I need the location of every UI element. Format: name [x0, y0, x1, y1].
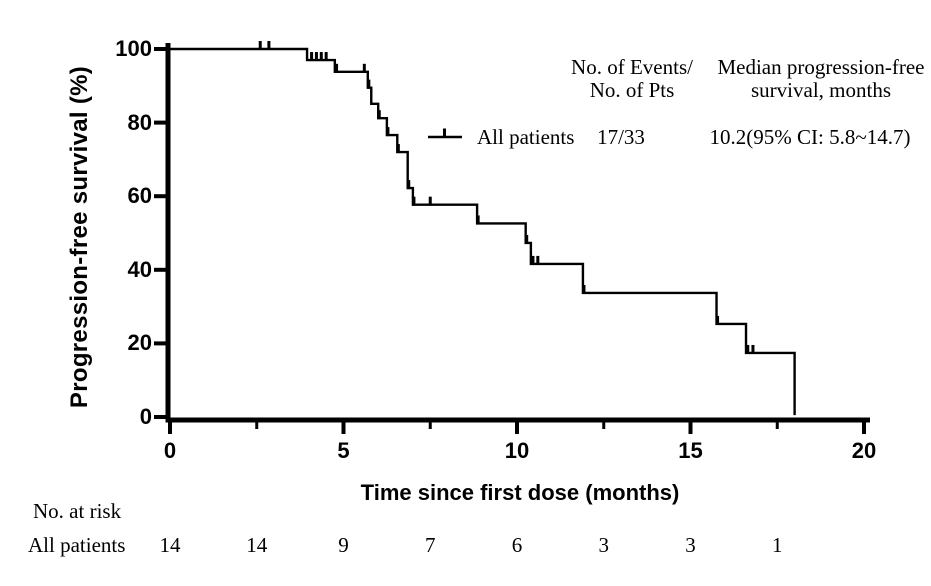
y-tick-label-20: 20 [127, 330, 152, 356]
legend-events-pts-value: 17/33 [597, 125, 645, 149]
risk-count-t10: 6 [511, 533, 523, 557]
legend-series-label: All patients [477, 125, 575, 149]
survival-curve-all-patients [170, 47, 796, 416]
risk-count-t17.5: 1 [772, 533, 783, 557]
legend-median-value: 10.2(95% CI: 5.8~14.7) [709, 125, 911, 149]
y-axis-title: Progression-free survival (%) [66, 65, 93, 409]
risk-count-t7.5: 7 [425, 533, 436, 557]
y-tick-label-40: 40 [127, 256, 152, 282]
x-tick-label-0: 0 [163, 438, 177, 463]
risk-count-t12.5: 3 [598, 533, 610, 557]
legend-col-header-median: Median progression-free survival, months [717, 55, 925, 102]
x-tick-label-20: 20 [851, 438, 877, 463]
legend-col-header-events: No. of Events/ No. of Pts [571, 55, 693, 102]
y-tick-label-60: 60 [127, 183, 152, 209]
y-tick-label-0: 0 [139, 404, 152, 429]
y-tick-label-100: 100 [115, 36, 152, 61]
risk-count-t15: 3 [685, 533, 696, 557]
x-tick-label-5: 5 [337, 438, 350, 463]
x-axis-title: Time since first dose (months) [360, 480, 680, 505]
y-tick-label-80: 80 [127, 109, 152, 135]
risk-row-label: All patients [28, 533, 126, 557]
risk-table-title: No. at risk [33, 499, 122, 523]
x-tick-label-10: 10 [504, 438, 530, 463]
x-tick-label-15: 15 [678, 438, 703, 463]
risk-count-t2.5: 14 [246, 533, 268, 557]
risk-count-t0: 14 [159, 533, 181, 557]
risk-count-t5: 9 [338, 533, 349, 557]
